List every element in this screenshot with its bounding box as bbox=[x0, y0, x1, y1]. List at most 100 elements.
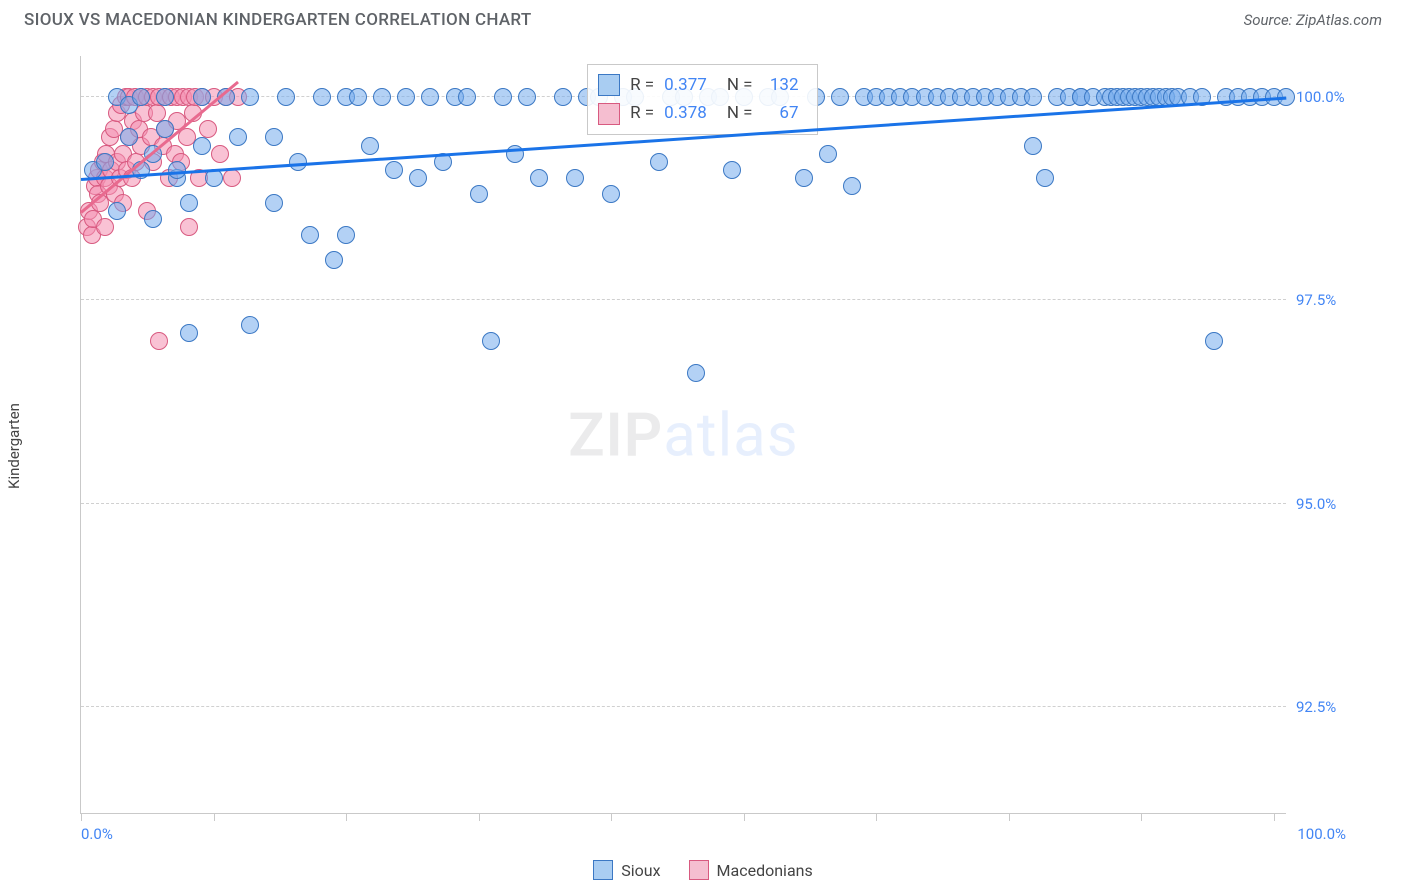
stats-row: R = 0.377 N = 132 bbox=[598, 71, 798, 100]
n-label: N = bbox=[727, 99, 753, 128]
scatter-point bbox=[325, 251, 343, 269]
scatter-point bbox=[120, 128, 138, 146]
scatter-point bbox=[831, 88, 849, 106]
x-tick bbox=[876, 813, 877, 821]
stats-row: R = 0.378 N = 67 bbox=[598, 99, 798, 128]
y-tick-label: 92.5% bbox=[1296, 698, 1376, 716]
scatter-point bbox=[223, 169, 241, 187]
y-tick-label: 100.0% bbox=[1296, 88, 1376, 106]
scatter-point bbox=[1036, 169, 1054, 187]
scatter-point bbox=[180, 218, 198, 236]
scatter-point bbox=[180, 324, 198, 342]
scatter-point bbox=[349, 88, 367, 106]
scatter-point bbox=[385, 161, 403, 179]
gridline bbox=[81, 299, 1286, 300]
x-max-label: 100.0% bbox=[1297, 825, 1346, 843]
bottom-legend: Sioux Macedonians bbox=[0, 860, 1406, 880]
scatter-point bbox=[96, 153, 114, 171]
scatter-point bbox=[361, 137, 379, 155]
scatter-point bbox=[554, 88, 572, 106]
n-value: 132 bbox=[763, 71, 799, 100]
legend-label: Macedonians bbox=[717, 861, 813, 880]
scatter-point bbox=[795, 169, 813, 187]
scatter-point bbox=[1024, 137, 1042, 155]
legend-label: Sioux bbox=[621, 861, 660, 880]
r-value: 0.378 bbox=[664, 99, 707, 128]
y-tick-label: 95.0% bbox=[1296, 495, 1376, 513]
chart-title: SIOUX VS MACEDONIAN KINDERGARTEN CORRELA… bbox=[24, 10, 532, 30]
gridline bbox=[81, 503, 1286, 504]
scatter-point bbox=[144, 210, 162, 228]
scatter-point bbox=[397, 88, 415, 106]
scatter-point bbox=[277, 88, 295, 106]
scatter-point bbox=[458, 88, 476, 106]
scatter-point bbox=[168, 161, 186, 179]
r-label: R = bbox=[630, 71, 654, 100]
scatter-point bbox=[687, 364, 705, 382]
x-tick bbox=[1009, 813, 1010, 821]
x-tick bbox=[346, 813, 347, 821]
scatter-point bbox=[843, 177, 861, 195]
scatter-point bbox=[566, 169, 584, 187]
scatter-point bbox=[241, 88, 259, 106]
scatter-point bbox=[150, 332, 168, 350]
scatter-point bbox=[373, 88, 391, 106]
scatter-point bbox=[421, 88, 439, 106]
scatter-point bbox=[470, 185, 488, 203]
scatter-point bbox=[96, 218, 114, 236]
scatter-point bbox=[409, 169, 427, 187]
legend-swatch bbox=[598, 103, 620, 125]
scatter-point bbox=[241, 316, 259, 334]
scatter-point bbox=[530, 169, 548, 187]
plot-area: ZIPatlas 92.5%95.0%97.5%100.0%0.0%100.0%… bbox=[80, 56, 1286, 814]
scatter-point bbox=[108, 202, 126, 220]
scatter-point bbox=[301, 226, 319, 244]
scatter-point bbox=[193, 88, 211, 106]
scatter-point bbox=[193, 137, 211, 155]
x-tick bbox=[214, 813, 215, 821]
r-label: R = bbox=[630, 99, 654, 128]
r-value: 0.377 bbox=[664, 71, 707, 100]
y-tick-label: 97.5% bbox=[1296, 291, 1376, 309]
stats-legend: R = 0.377 N = 132 R = 0.378 N = 67 bbox=[587, 64, 817, 136]
scatter-point bbox=[265, 128, 283, 146]
scatter-point bbox=[518, 88, 536, 106]
source-label: Source: ZipAtlas.com bbox=[1244, 11, 1382, 29]
scatter-point bbox=[494, 88, 512, 106]
scatter-point bbox=[337, 226, 355, 244]
legend-item: Sioux bbox=[593, 860, 660, 880]
scatter-point bbox=[313, 88, 331, 106]
scatter-point bbox=[132, 88, 150, 106]
x-tick bbox=[81, 813, 82, 821]
x-tick bbox=[1274, 813, 1275, 821]
scatter-point bbox=[482, 332, 500, 350]
x-min-label: 0.0% bbox=[81, 825, 113, 843]
scatter-point bbox=[148, 104, 166, 122]
n-value: 67 bbox=[763, 99, 799, 128]
scatter-point bbox=[650, 153, 668, 171]
scatter-point bbox=[602, 185, 620, 203]
legend-item: Macedonians bbox=[689, 860, 813, 880]
legend-swatch bbox=[689, 860, 709, 880]
x-tick bbox=[479, 813, 480, 821]
scatter-point bbox=[723, 161, 741, 179]
scatter-point bbox=[1205, 332, 1223, 350]
legend-swatch bbox=[593, 860, 613, 880]
scatter-point bbox=[156, 88, 174, 106]
y-axis-label: Kindergarten bbox=[5, 403, 23, 489]
scatter-point bbox=[1024, 88, 1042, 106]
scatter-point bbox=[289, 153, 307, 171]
gridline bbox=[81, 706, 1286, 707]
scatter-point bbox=[819, 145, 837, 163]
watermark: ZIPatlas bbox=[568, 399, 799, 470]
scatter-point bbox=[229, 128, 247, 146]
scatter-point bbox=[180, 194, 198, 212]
chart-container: Kindergarten ZIPatlas 92.5%95.0%97.5%100… bbox=[24, 48, 1382, 844]
x-tick bbox=[611, 813, 612, 821]
scatter-point bbox=[211, 145, 229, 163]
x-tick bbox=[744, 813, 745, 821]
n-label: N = bbox=[727, 71, 753, 100]
x-tick bbox=[1141, 813, 1142, 821]
scatter-point bbox=[265, 194, 283, 212]
legend-swatch bbox=[598, 74, 620, 96]
